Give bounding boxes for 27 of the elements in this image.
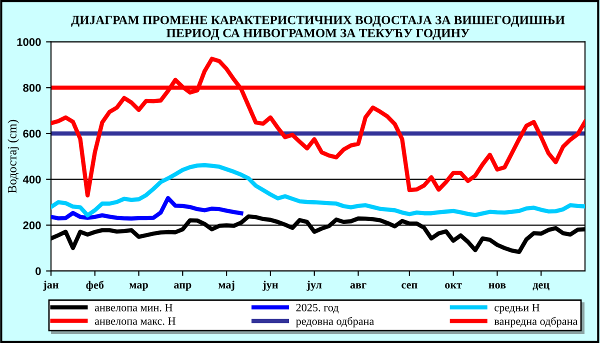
legend-label: 2025. год (296, 304, 339, 314)
x-tick-label: мај (218, 280, 234, 291)
x-tick-label: окт (445, 283, 462, 289)
x-tick-label: авг (350, 283, 366, 289)
legend-label: ванредна одбрана (494, 316, 578, 328)
y-tick-label: 200 (23, 221, 41, 230)
legend-label: анвелопа мин. Н (94, 304, 172, 312)
x-tick-label: дец (532, 283, 550, 290)
x-tick-label: јул (306, 280, 322, 291)
y-tick-label: 400 (22, 176, 41, 184)
y-tick-label: 0 (36, 267, 41, 276)
chart-title: ДИЈАГРАМ ПРОМЕНЕ КАРАКТЕРИСТИЧНИХ ВОДОСТАЈА ЗА ВИШЕГОДИШЊИ ПЕРИОД СА НИВОГРАМОМ ЗА ТЕКУЋУ ГОДИНУ (71, 16, 565, 40)
x-tick-label: мар (129, 283, 148, 291)
x-tick-label: нов (488, 283, 506, 289)
y-axis-title: Водостај (cm) (8, 120, 19, 194)
x-tick-label: јун (262, 280, 278, 291)
x-tick-label: апр (174, 283, 192, 291)
y-tick-label: 600 (23, 130, 41, 138)
y-tick-label: 800 (23, 84, 41, 92)
legend-label: редовна одбрана (296, 316, 374, 328)
x-tick-label: јан (43, 280, 59, 291)
x-tick-label: сеп (402, 283, 418, 289)
line-series (51, 196, 244, 221)
x-tick-label: феб (86, 280, 104, 292)
legend-label: средњи Н (494, 304, 540, 314)
y-tick-label: 1000 (17, 38, 41, 46)
legend-label: анвелопа макс. Н (94, 317, 176, 325)
